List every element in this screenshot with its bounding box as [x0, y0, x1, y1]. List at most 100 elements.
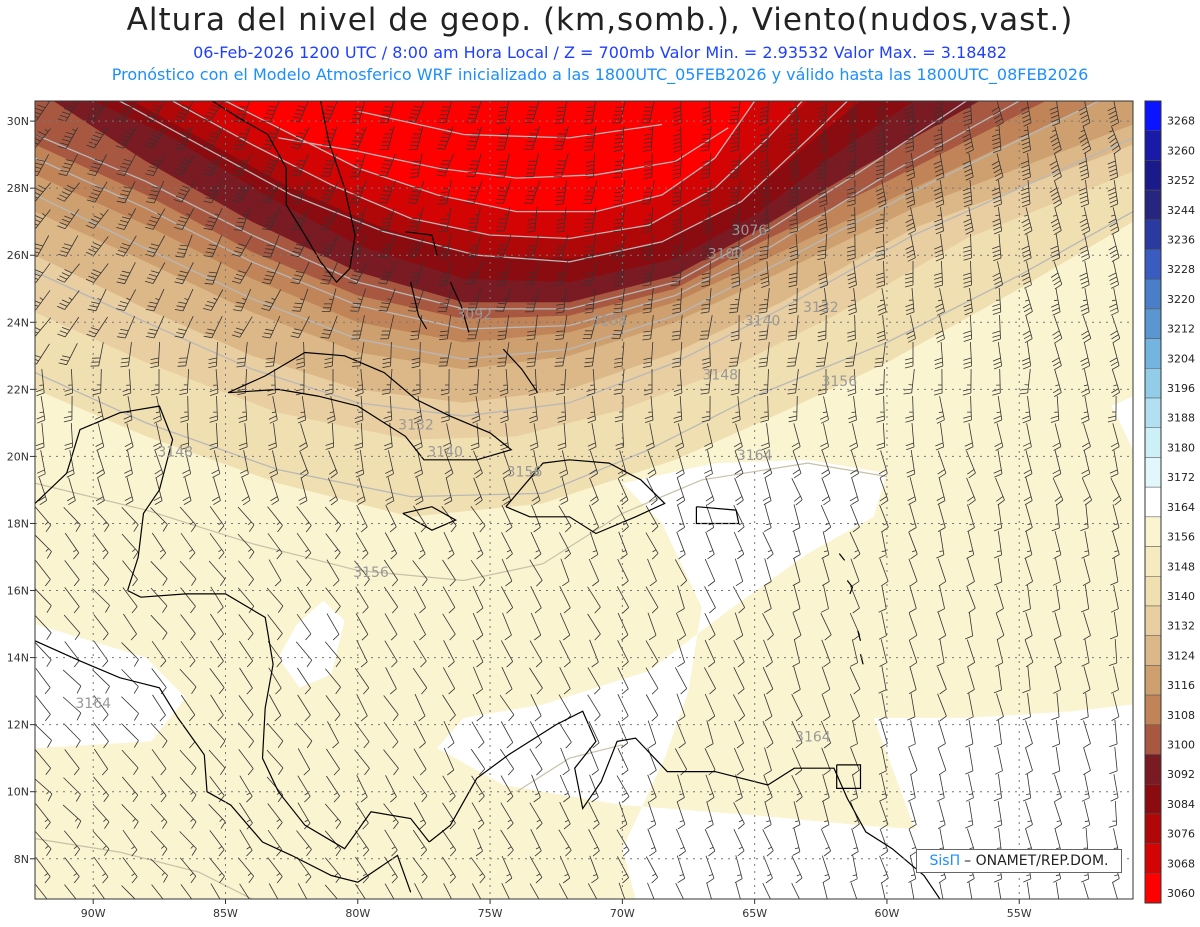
wind-barb — [612, 101, 626, 124]
wind-barb — [875, 368, 885, 396]
wind-barb — [297, 396, 307, 424]
wind-barb — [992, 261, 1003, 289]
wind-barb — [121, 533, 139, 560]
wind-barb — [62, 669, 82, 694]
wind-barb — [36, 396, 46, 424]
wind-barb — [209, 830, 225, 857]
wind-barb — [733, 423, 743, 452]
contour-line — [35, 137, 1133, 417]
wind-barb — [95, 477, 105, 506]
wind-barb — [937, 612, 947, 641]
wind-barb — [763, 558, 772, 586]
wind-barb — [677, 774, 685, 803]
wind-barb — [351, 315, 365, 340]
wind-barb — [203, 208, 223, 231]
wind-barb — [209, 395, 218, 423]
wind-barb — [818, 261, 828, 289]
wind-barb — [963, 207, 974, 235]
wind-barb — [763, 693, 773, 722]
wind-barb — [500, 640, 514, 668]
wind-barb — [846, 233, 856, 261]
wind-barb — [471, 775, 485, 803]
wind-barb — [268, 667, 282, 695]
wind-barb — [1050, 234, 1061, 262]
wind-barb — [905, 422, 915, 451]
wind-barb — [383, 559, 399, 587]
coastline-lesser3 — [857, 630, 862, 641]
wind-barb — [1025, 558, 1033, 587]
wind-barb — [879, 639, 888, 667]
wind-barb — [443, 531, 455, 560]
wind-barb — [582, 180, 598, 204]
wind-barb — [1054, 639, 1062, 668]
wind-barb — [675, 883, 684, 899]
wind-barb — [788, 260, 798, 288]
wind-barb — [966, 450, 976, 479]
wind-barb — [792, 558, 801, 586]
wind-barb — [583, 207, 597, 232]
wind-barb — [734, 477, 744, 506]
wind-barb — [383, 721, 399, 749]
wind-barb — [92, 588, 110, 613]
wind-barb — [993, 396, 1003, 424]
wind-barb — [1020, 126, 1031, 154]
wind-barb — [904, 125, 914, 153]
wind-barb — [203, 181, 223, 204]
wind-barb — [238, 395, 248, 423]
wind-barb — [763, 585, 772, 613]
wind-barb — [1109, 450, 1119, 478]
wind-barb — [936, 477, 946, 505]
wind-barb — [35, 803, 51, 830]
wind-barb — [676, 801, 686, 830]
wind-barb — [936, 396, 945, 424]
colorbar-label: 3068 — [1167, 857, 1195, 870]
wind-barb — [874, 342, 886, 368]
wind-barb — [908, 612, 918, 641]
wind-barb — [618, 801, 628, 830]
wind-barb — [1078, 126, 1092, 155]
wind-barb — [729, 101, 741, 125]
wind-barb — [786, 342, 800, 367]
wind-barb — [558, 829, 572, 857]
wind-barb — [500, 829, 514, 857]
wind-barb — [792, 450, 802, 479]
wind-barb — [934, 341, 944, 369]
colorbar-swatch — [1144, 576, 1162, 607]
wind-barb — [239, 802, 253, 830]
wind-barb — [937, 747, 947, 776]
wind-barb — [174, 101, 194, 123]
wind-barb — [471, 883, 482, 899]
wind-barb — [436, 153, 454, 177]
wind-barb — [701, 395, 711, 423]
wind-barb — [1053, 531, 1062, 559]
wind-barb — [239, 883, 250, 899]
wind-barb — [351, 342, 365, 367]
wind-barb — [409, 153, 423, 178]
wind-barb — [436, 126, 454, 150]
wind-barb — [472, 531, 484, 560]
wind-barb — [324, 830, 342, 857]
wind-barb — [1052, 423, 1062, 451]
wind-barb — [465, 180, 483, 204]
wind-barb — [328, 477, 338, 506]
wind-barb — [584, 342, 596, 368]
wind-barb — [298, 477, 308, 505]
wind-barb — [964, 612, 974, 640]
coastline-jamaica — [402, 506, 458, 531]
wind-barb — [1020, 179, 1031, 208]
wind-barb — [501, 855, 513, 884]
wind-barb — [848, 396, 857, 424]
wind-barb — [791, 775, 803, 803]
wind-barb — [469, 368, 480, 395]
wind-barb — [1080, 342, 1091, 370]
wind-barb — [85, 209, 109, 229]
wind-barb — [62, 696, 82, 721]
coastline-lesser1 — [838, 553, 846, 561]
wind-barb — [821, 855, 831, 884]
wind-barb — [675, 612, 687, 641]
wind-barb — [965, 693, 974, 721]
wind-barb — [261, 154, 281, 177]
wind-barb — [350, 101, 366, 123]
wind-barb — [904, 261, 914, 288]
wind-barb — [557, 395, 567, 423]
